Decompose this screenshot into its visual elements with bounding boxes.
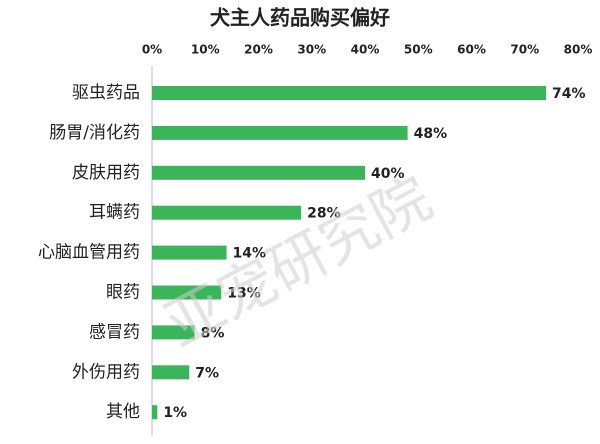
y-tick-label: 其他 — [106, 402, 140, 422]
x-tick-label: 80% — [564, 43, 593, 57]
y-tick-label: 感冒药 — [89, 322, 140, 342]
bar — [152, 285, 222, 300]
y-tick-label: 皮肤用药 — [72, 163, 140, 183]
x-tick-label: 20% — [244, 43, 273, 57]
value-label: 1% — [163, 405, 187, 421]
chart-title: 犬主人药品购买偏好 — [210, 6, 390, 30]
y-tick-label: 肠胃/消化药 — [49, 123, 140, 143]
x-tick-label: 70% — [510, 43, 539, 57]
value-label: 48% — [414, 126, 448, 142]
bar — [152, 165, 365, 180]
value-label: 40% — [371, 166, 405, 182]
watermark: 亚宠研究院 — [154, 163, 442, 359]
y-tick-label: 驱虫药品 — [72, 83, 140, 103]
value-label: 8% — [201, 325, 225, 341]
x-tick-label: 50% — [404, 43, 433, 57]
x-tick-label: 40% — [351, 43, 380, 57]
x-tick-label: 30% — [297, 43, 326, 57]
y-tick-label: 耳螨药 — [89, 203, 140, 223]
bar — [152, 245, 227, 260]
y-tick-label: 眼药 — [106, 283, 140, 303]
value-label: 28% — [307, 206, 341, 222]
bar — [152, 325, 195, 340]
value-label: 14% — [233, 246, 267, 262]
x-tick-label: 60% — [457, 43, 486, 57]
value-label: 13% — [227, 286, 261, 302]
bar — [152, 365, 190, 380]
x-tick-label: 10% — [191, 43, 220, 57]
bar — [152, 86, 547, 100]
bar — [152, 205, 302, 220]
bar — [152, 125, 408, 140]
value-label: 7% — [195, 365, 219, 381]
y-tick-label: 外伤用药 — [72, 362, 140, 382]
y-tick-label: 心脑血管用药 — [38, 243, 140, 263]
value-label: 74% — [552, 86, 586, 102]
x-tick-label: 0% — [142, 43, 162, 57]
bar — [152, 405, 158, 420]
